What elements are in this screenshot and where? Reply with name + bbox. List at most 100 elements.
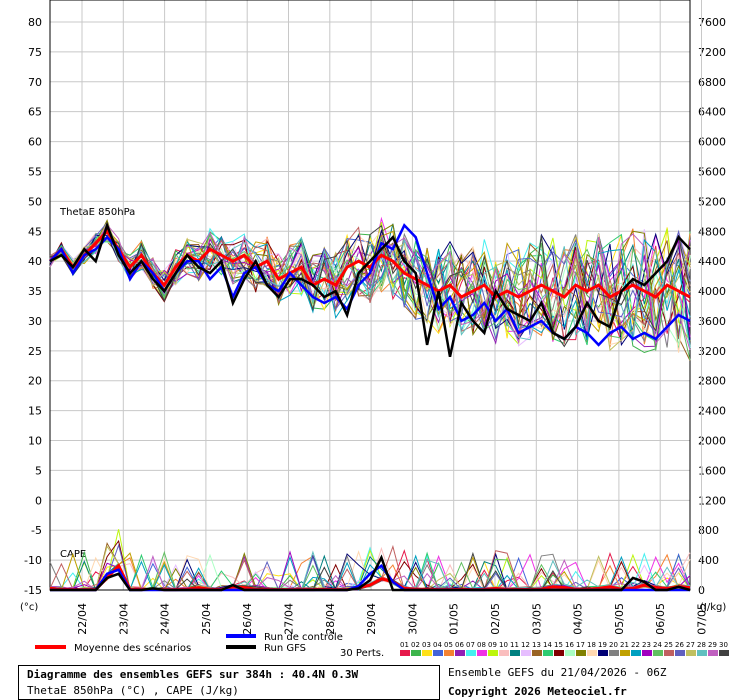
legend-pert-swatch: [466, 650, 476, 656]
chart-title: Diagramme des ensembles GEFS sur 384h : …: [27, 668, 359, 681]
legend-pert-swatch: [543, 650, 553, 656]
legend-pert-swatch: [620, 650, 630, 656]
legend-pert-swatch: [444, 650, 454, 656]
legend-pert-swatch: [565, 650, 575, 656]
legend-pert-swatch: [411, 650, 421, 656]
right-tick-label: 7200: [698, 46, 726, 59]
legend-pert-swatch: [499, 650, 509, 656]
legend-perts-label: 30 Perts.: [340, 648, 384, 659]
legend-pert-id: 12: [521, 641, 530, 649]
legend-pert-id: 14: [543, 641, 552, 649]
left-tick-label: 5: [35, 464, 42, 477]
legend-pert-id: 13: [532, 641, 541, 649]
left-tick-label: 80: [28, 16, 42, 29]
right-tick-label: 6800: [698, 76, 726, 89]
x-tick-label: 04/05: [572, 603, 585, 635]
legend-pert-id: 06: [455, 641, 464, 649]
left-tick-label: -5: [31, 524, 42, 537]
x-tick-label: 24/04: [159, 603, 172, 635]
legend-pert-id: 07: [466, 641, 475, 649]
right-tick-label: 4000: [698, 285, 726, 298]
left-tick-label: 60: [28, 136, 42, 149]
left-tick-label: 0: [35, 494, 42, 507]
legend-pert-swatch: [554, 650, 564, 656]
copyright: Copyright 2026 Meteociel.fr: [448, 685, 627, 698]
series-line: [49, 221, 691, 358]
x-tick-label: 29/04: [365, 603, 378, 635]
legend-pert-id: 10: [499, 641, 508, 649]
legend-pert-id: 28: [697, 641, 706, 649]
right-tick-label: 7600: [698, 16, 726, 29]
right-tick-label: 6000: [698, 136, 726, 149]
right-tick-label: 400: [698, 554, 719, 567]
legend-pert-swatch: [653, 650, 663, 656]
run-info: Ensemble GEFS du 21/04/2026 - 06Z: [448, 666, 667, 679]
left-tick-label: 35: [28, 285, 42, 298]
right-tick-label: 3200: [698, 345, 726, 358]
legend-pert-swatch: [598, 650, 608, 656]
x-tick-label: 23/04: [117, 603, 130, 635]
panel-label-thetae: ThetaE 850hPa: [59, 207, 135, 218]
legend-pert-id: 26: [675, 641, 684, 649]
chart-subtitle: ThetaE 850hPa (°C) , CAPE (J/kg): [27, 684, 239, 697]
x-tick-label: 07/05: [696, 603, 709, 635]
legend-pert-swatch: [422, 650, 432, 656]
right-tick-label: 2800: [698, 375, 726, 388]
legend-pert-id: 09: [488, 641, 497, 649]
right-tick-label: 4400: [698, 255, 726, 268]
legend-pert-swatch: [664, 650, 674, 656]
legend-pert-swatch: [400, 650, 410, 656]
x-tick-label: 22/04: [76, 603, 89, 635]
legend-pert-id: 22: [631, 641, 640, 649]
legend-pert-swatch: [708, 650, 718, 656]
legend-pert-swatch: [587, 650, 597, 656]
legend-pert-swatch: [488, 650, 498, 656]
legend-pert-id: 30: [719, 641, 728, 649]
right-tick-label: 5600: [698, 165, 726, 178]
legend-pert-swatch: [576, 650, 586, 656]
left-tick-label: 20: [28, 375, 42, 388]
legend-pert-swatch: [631, 650, 641, 656]
legend-pert-swatch: [433, 650, 443, 656]
footer-info-box: Diagramme des ensembles GEFS sur 384h : …: [18, 665, 440, 700]
x-tick-label: 01/05: [448, 603, 461, 635]
legend-mean-label: Moyenne des scénarios: [74, 642, 191, 654]
legend-pert-swatch: [686, 650, 696, 656]
left-tick-label: 30: [28, 315, 42, 328]
series-line: [49, 223, 691, 347]
legend-pert-id: 27: [686, 641, 695, 649]
left-tick-label: 70: [28, 76, 42, 89]
right-tick-label: 3600: [698, 315, 726, 328]
x-tick-label: 26/04: [241, 603, 254, 635]
legend-pert-id: 23: [642, 641, 651, 649]
x-tick-label: 27/04: [283, 603, 296, 635]
legend-pert-id: 21: [620, 641, 629, 649]
x-tick-label: 03/05: [530, 603, 543, 635]
legend-pert-swatch: [455, 650, 465, 656]
legend-pert-id: 01: [400, 641, 409, 649]
legend-pert-id: 17: [576, 641, 585, 649]
right-tick-label: 800: [698, 524, 719, 537]
legend-pert-id: 03: [422, 641, 431, 649]
x-tick-label: 06/05: [654, 603, 667, 635]
legend-pert-swatch: [477, 650, 487, 656]
legend-pert-id: 11: [510, 641, 519, 649]
left-tick-label: 55: [28, 165, 42, 178]
left-tick-label: -15: [24, 584, 42, 597]
x-tick-label: 30/04: [406, 603, 419, 635]
legend-pert-id: 29: [708, 641, 717, 649]
left-tick-label: 15: [28, 405, 42, 418]
x-tick-label: 05/05: [613, 603, 626, 635]
legend-pert-id: 19: [598, 641, 607, 649]
left-tick-label: 10: [28, 435, 42, 448]
series-line: [50, 554, 691, 592]
legend-pert-id: 24: [653, 641, 662, 649]
x-tick-label: 28/04: [324, 603, 337, 635]
right-tick-label: 0: [698, 584, 705, 597]
legend-pert-swatch: [510, 650, 520, 656]
legend-pert-swatch: [521, 650, 531, 656]
right-unit-label: (J/kg): [700, 602, 726, 613]
right-tick-label: 2400: [698, 405, 726, 418]
legend-pert-id: 08: [477, 641, 486, 649]
